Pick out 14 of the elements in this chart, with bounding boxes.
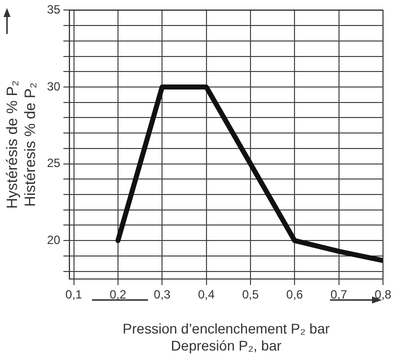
- x-tick-label: 0,8: [374, 288, 392, 302]
- x-tick-label: 0,5: [242, 288, 260, 302]
- y-tick-label: 35: [46, 2, 61, 17]
- x-axis-title: Pression d’enclenchement P₂ bar Depresión P₂, bar: [122, 320, 330, 354]
- y-tick-label: 30: [46, 79, 61, 94]
- x-tick-label: 0,6: [286, 288, 304, 302]
- y-tick-label: 20: [46, 232, 61, 247]
- x-tick-label: 0,7: [330, 288, 348, 302]
- x-tick-label: 0,3: [154, 288, 171, 302]
- x-tick-label: 0,2: [110, 288, 127, 302]
- x-tick-label: 0,1: [65, 288, 82, 302]
- y-tick-label: 25: [46, 156, 61, 170]
- y-axis-title: Hystérésis de % P₂ Histéresis % de P₂: [4, 80, 40, 209]
- x-tick-label: 0,4: [198, 288, 215, 302]
